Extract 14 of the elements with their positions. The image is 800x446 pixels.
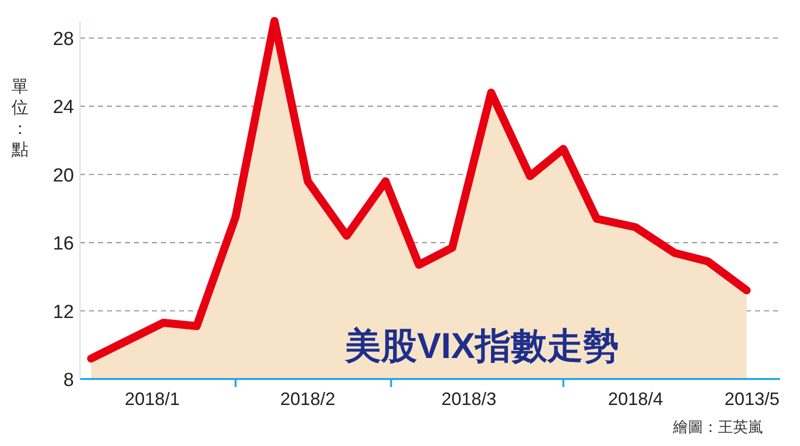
y-tick-label: 20 [52, 165, 74, 186]
x-tick-label: 2018/3 [441, 389, 496, 409]
text: 美股VIX指數走勢 [344, 325, 620, 366]
x-tick-label: 2018/1 [124, 389, 180, 409]
y-axis-title: 單位：點 [10, 77, 28, 159]
y-tick-label: 16 [52, 234, 74, 255]
y-tick-label: 12 [52, 302, 74, 323]
y-tick-label: 8 [63, 370, 74, 391]
y-tick-label: 24 [52, 97, 74, 118]
x-tick-label: 2018/4 [608, 389, 664, 409]
y-tick-label: 28 [52, 29, 74, 50]
text: 繪圖：王英嵐 [672, 419, 763, 436]
text: 2013/5 [724, 389, 780, 409]
x-tick-label: 2018/2 [280, 389, 336, 409]
